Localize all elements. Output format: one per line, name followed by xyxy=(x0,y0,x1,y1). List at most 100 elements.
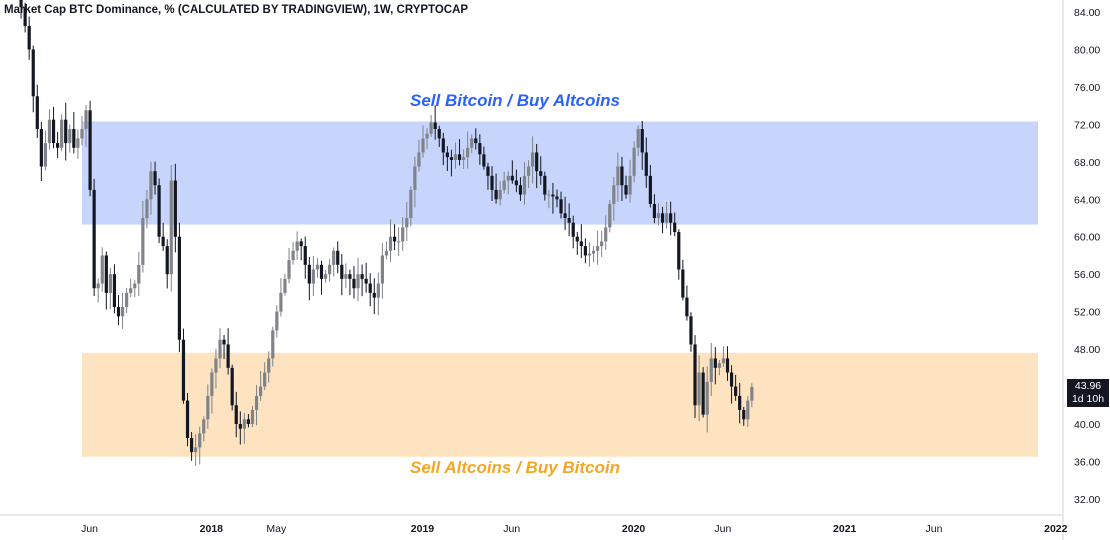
candle-body xyxy=(600,241,604,247)
candle-body xyxy=(498,189,502,200)
candle-body xyxy=(401,227,405,242)
price-tick-label: 56.00 xyxy=(1074,269,1100,281)
candle-body xyxy=(449,157,454,160)
candle-body xyxy=(441,138,445,153)
candle-body xyxy=(246,419,251,424)
candle-body xyxy=(153,171,157,186)
candle-body xyxy=(551,194,555,197)
candle-body xyxy=(376,283,380,298)
candle-body xyxy=(206,395,210,420)
candle-body xyxy=(587,253,592,256)
candle-body xyxy=(705,381,709,415)
candle-body xyxy=(531,152,535,167)
candle-body xyxy=(482,154,486,167)
candle-body xyxy=(303,246,307,265)
candle-body xyxy=(628,175,632,195)
candle-body xyxy=(579,241,583,247)
price-axis[interactable]: 84.00 80.00 76.00 72.00 68.00 64.00 60.00 56.00… xyxy=(1074,7,1100,506)
time-tick-label: Jun xyxy=(714,523,731,535)
candle-body xyxy=(502,180,506,190)
price-tick-label: 80.00 xyxy=(1074,44,1100,56)
candle-body xyxy=(535,152,539,172)
candle-body xyxy=(494,189,498,200)
candle-body xyxy=(681,269,685,298)
candle-body xyxy=(665,213,669,223)
candle-body xyxy=(636,129,640,148)
candle-body xyxy=(169,180,173,275)
candle-body xyxy=(323,274,328,279)
candle-body xyxy=(104,255,108,293)
sell-altcoins-zone xyxy=(82,352,1038,457)
zone-layer xyxy=(82,121,1038,457)
candle-body xyxy=(311,269,315,284)
candle-body xyxy=(388,236,393,251)
candle-body xyxy=(547,194,551,196)
candle-body xyxy=(108,274,112,293)
price-tick-label: 68.00 xyxy=(1074,157,1100,169)
time-axis[interactable]: Jun2018May2019Jun2020Jun2021Jun2022Jun xyxy=(81,523,1110,535)
candle-body xyxy=(409,189,413,218)
last-price-value: 43.96 xyxy=(1074,379,1102,392)
candle-body xyxy=(701,372,705,415)
time-tick-label: May xyxy=(266,523,287,535)
candle-body xyxy=(616,166,620,186)
candle-body xyxy=(344,274,348,279)
candle-body xyxy=(157,185,161,237)
candle-body xyxy=(222,339,226,345)
candle-body xyxy=(368,283,372,293)
candle-body xyxy=(149,171,153,200)
candle-body xyxy=(271,330,275,359)
candle-body xyxy=(352,278,356,289)
candle-body xyxy=(372,292,376,298)
candle-body xyxy=(689,316,693,345)
candle-body xyxy=(291,250,295,261)
candle-body xyxy=(72,129,76,148)
candle-body xyxy=(421,138,425,153)
sell-altcoins-label: Sell Altcoins / Buy Bitcoin xyxy=(409,458,621,477)
candle-body xyxy=(202,419,206,434)
candle-body xyxy=(92,189,96,289)
candle-body xyxy=(466,147,470,158)
candle-body xyxy=(173,180,177,237)
candle-body xyxy=(364,278,368,284)
candle-body xyxy=(51,119,56,144)
price-tick-label: 60.00 xyxy=(1074,232,1100,244)
candle-body xyxy=(734,386,738,396)
candle-body xyxy=(462,157,466,160)
candle-body xyxy=(23,7,27,27)
candle-body xyxy=(445,152,449,158)
time-tick-label: Jun xyxy=(926,523,943,535)
candle-body xyxy=(47,119,52,144)
candle-body xyxy=(120,306,125,317)
candle-body xyxy=(506,175,510,181)
candle-body xyxy=(392,236,397,242)
candle-body xyxy=(738,395,742,410)
candle-body xyxy=(299,241,303,247)
candle-body xyxy=(315,264,320,270)
candle-body xyxy=(490,175,494,190)
candle-body xyxy=(100,255,104,284)
candle-body xyxy=(591,250,596,254)
candle-body xyxy=(336,250,340,265)
candle-body xyxy=(263,372,267,387)
candle-body xyxy=(356,274,360,289)
candle-body xyxy=(125,292,129,307)
time-tick-label: 2018 xyxy=(200,523,224,535)
candle-body xyxy=(413,166,417,190)
candle-body xyxy=(612,185,616,204)
candle-body xyxy=(604,227,608,242)
candle-body xyxy=(652,203,657,218)
candle-body xyxy=(283,278,287,293)
candle-body xyxy=(60,119,64,148)
candle-body xyxy=(275,311,279,331)
candle-body xyxy=(112,274,117,307)
candle-body xyxy=(116,306,121,317)
candle-body xyxy=(250,409,255,424)
candle-body xyxy=(453,154,458,160)
candle-body xyxy=(746,400,750,420)
candle-body xyxy=(84,110,88,130)
candle-body xyxy=(198,433,202,448)
candle-body xyxy=(129,288,133,293)
candle-body xyxy=(80,129,84,139)
